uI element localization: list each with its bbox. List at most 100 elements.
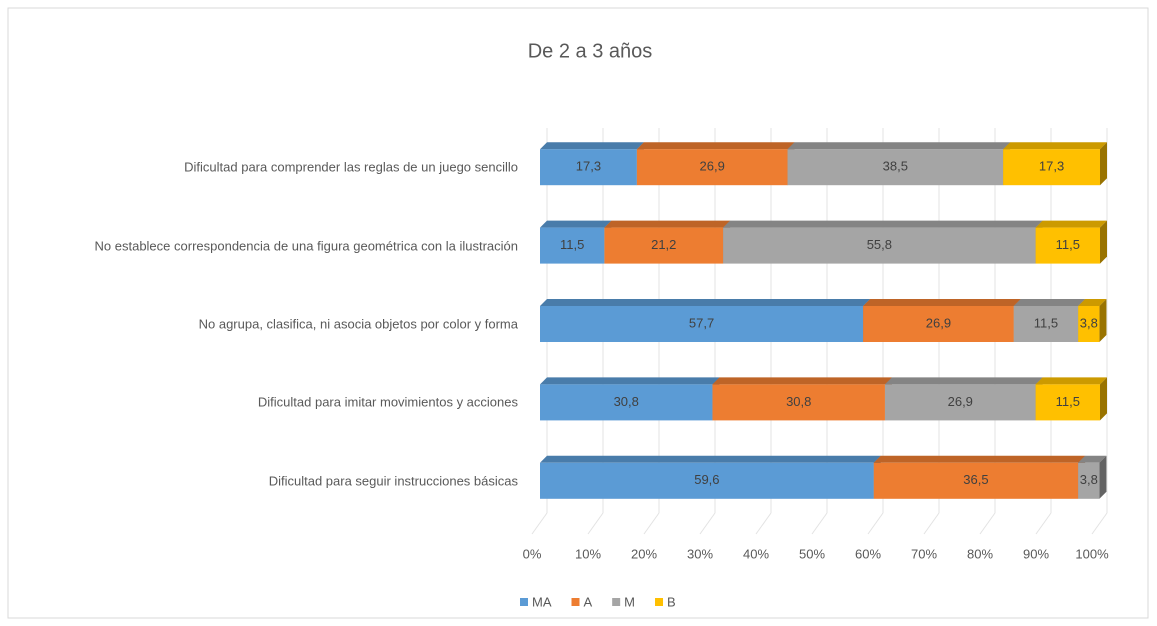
data-label: 11,5: [560, 237, 584, 252]
grid-line: [811, 512, 828, 535]
grid-line: [587, 512, 604, 535]
grid-line: [867, 512, 884, 535]
bar-top: [1035, 377, 1107, 385]
bar: [1035, 227, 1100, 264]
x-tick-label: 30%: [687, 546, 713, 561]
bar-top: [540, 142, 644, 150]
data-label: 3,8: [1080, 315, 1098, 330]
x-tick-label: 60%: [855, 546, 881, 561]
bar: [787, 149, 1004, 186]
y-tick-label: No agrupa, clasifica, ni asocia objetos …: [198, 316, 518, 332]
bar-top: [1078, 455, 1107, 463]
grid-line: [531, 512, 548, 535]
data-label: 36,5: [963, 472, 988, 487]
x-tick-label: 40%: [743, 546, 769, 561]
bar-top: [787, 142, 1011, 150]
legend-label: B: [667, 594, 676, 609]
bar-side: [1100, 377, 1107, 421]
bar: [540, 384, 713, 421]
x-tick-label: 0%: [523, 546, 542, 561]
bar: [723, 227, 1036, 264]
data-label: 17,3: [576, 159, 601, 174]
bar: [712, 384, 885, 421]
bar: [863, 306, 1014, 342]
x-tick-label: 80%: [967, 546, 993, 561]
bar: [1003, 149, 1100, 186]
bar-side: [1100, 220, 1107, 264]
data-label: 11,5: [1056, 237, 1080, 252]
bar-top: [540, 455, 881, 463]
data-label: 38,5: [883, 159, 908, 174]
bar: [540, 149, 637, 186]
legend-swatch: [612, 598, 621, 606]
bar-top: [863, 299, 1021, 306]
x-tick-label: 20%: [631, 546, 657, 561]
bar-top: [712, 377, 892, 385]
bar: [540, 462, 874, 499]
bar-top: [884, 377, 1043, 385]
data-label: 11,5: [1056, 394, 1080, 409]
bar-top: [540, 377, 720, 385]
bar: [873, 462, 1079, 499]
grid-line: [1091, 512, 1108, 535]
bar: [1078, 462, 1100, 499]
bar: [540, 227, 605, 264]
data-label: 17,3: [1039, 159, 1064, 174]
bar-top: [636, 142, 795, 150]
legend-label: M: [624, 594, 635, 609]
data-label: 26,9: [926, 315, 951, 330]
grid-line: [979, 512, 996, 535]
bar-top: [873, 455, 1086, 463]
legend-swatch: [520, 598, 528, 606]
legend-label: A: [584, 594, 593, 609]
data-label: 57,7: [689, 315, 714, 330]
x-tick-label: 100%: [1075, 546, 1109, 561]
bar-side: [1099, 299, 1107, 342]
y-tick-label: No establece correspondencia de una figu…: [94, 238, 518, 254]
data-label: 26,9: [948, 394, 973, 409]
data-label: 11,5: [1034, 315, 1058, 330]
bar-side: [1100, 142, 1107, 186]
legend-swatch: [655, 598, 664, 606]
legend-label: MA: [532, 594, 552, 609]
bar: [540, 306, 864, 342]
bar-top: [540, 299, 871, 306]
legend-swatch: [571, 598, 580, 606]
bar: [1013, 306, 1079, 342]
grid-line: [699, 512, 716, 535]
bar-top: [1078, 299, 1107, 306]
bar-top: [1035, 220, 1107, 228]
bar: [1078, 306, 1100, 342]
bar-top: [723, 220, 1043, 228]
bar: [1035, 384, 1100, 421]
data-label: 3,8: [1080, 472, 1098, 487]
bar-top: [1003, 142, 1107, 150]
grid-line: [755, 512, 772, 535]
y-tick-label: Dificultad para seguir instrucciones bás…: [268, 473, 518, 489]
data-label: 30,8: [786, 394, 811, 409]
grid-line: [643, 512, 660, 535]
grid-line: [1035, 512, 1052, 535]
x-tick-label: 70%: [911, 546, 937, 561]
x-tick-label: 10%: [575, 546, 601, 561]
bar-top: [604, 220, 731, 228]
data-label: 59,6: [694, 472, 719, 487]
data-label: 55,8: [867, 237, 892, 252]
grid-line: [923, 512, 940, 535]
y-tick-label: Dificultad para imitar movimientos y acc…: [257, 394, 518, 410]
bar: [884, 384, 1036, 421]
data-label: 21,2: [651, 237, 676, 252]
bar-top: [1013, 299, 1086, 306]
chart-border: [7, 7, 1149, 619]
data-label: 30,8: [614, 394, 639, 409]
bar: [604, 227, 724, 264]
bar: [636, 149, 788, 186]
y-tick-label: Dificultad para comprender las reglas de…: [184, 159, 518, 175]
x-tick-label: 90%: [1023, 546, 1049, 561]
bar-side: [1099, 455, 1107, 499]
data-label: 26,9: [700, 159, 725, 174]
chart-title: De 2 a 3 años: [528, 40, 653, 62]
x-tick-label: 50%: [799, 546, 825, 561]
